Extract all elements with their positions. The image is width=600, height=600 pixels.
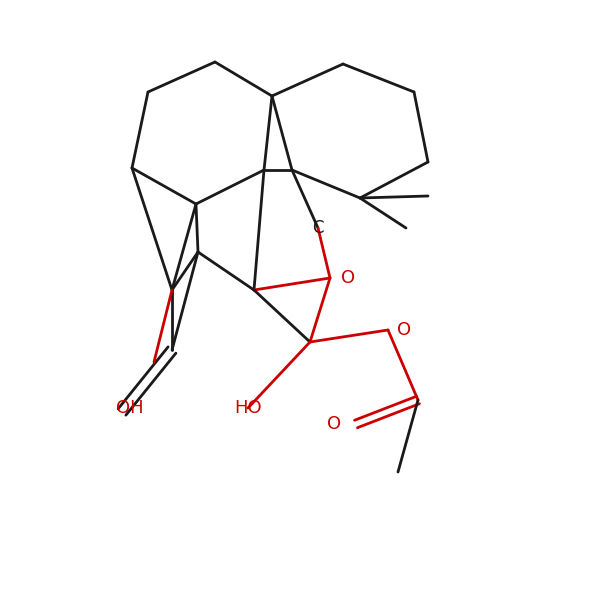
Text: C: C (312, 219, 324, 237)
Text: O: O (341, 269, 355, 287)
Text: O: O (327, 415, 341, 433)
Text: HO: HO (234, 399, 262, 417)
Text: OH: OH (116, 399, 144, 417)
Text: O: O (397, 321, 411, 339)
